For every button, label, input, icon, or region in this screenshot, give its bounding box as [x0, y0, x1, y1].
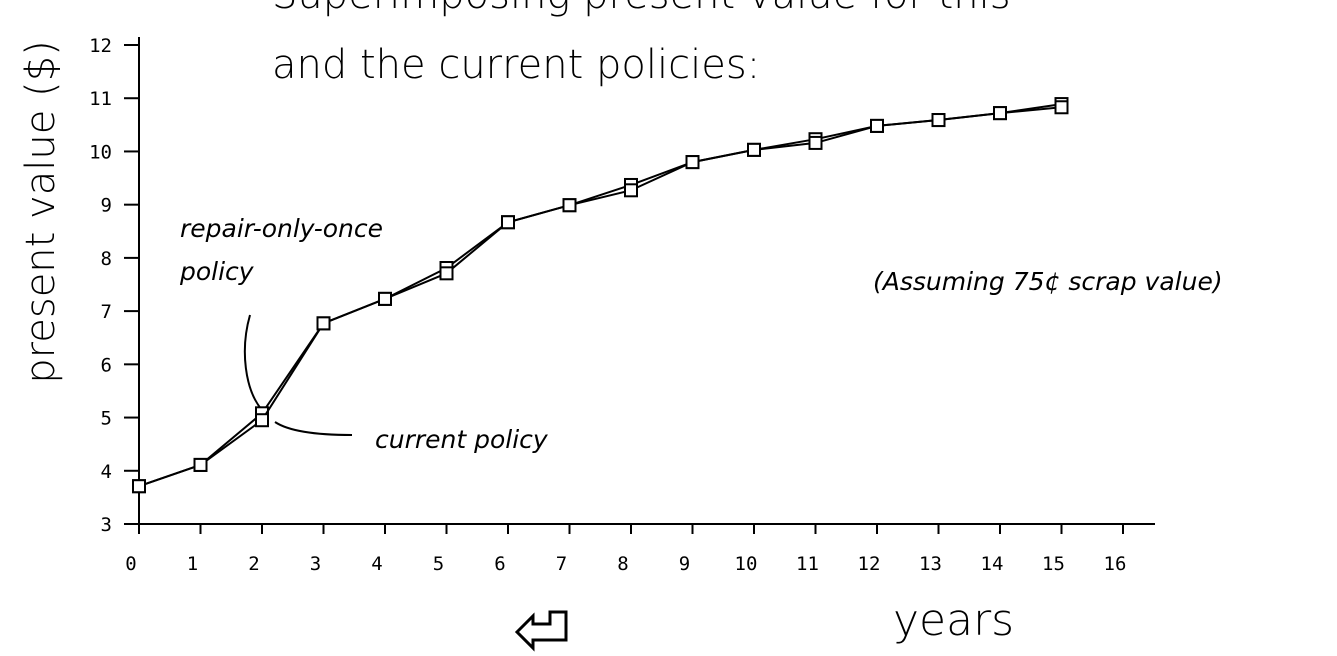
y-tick-label: 6: [101, 354, 112, 376]
x-axis-label: years: [893, 595, 1014, 646]
return-button[interactable]: [514, 610, 568, 652]
x-tick-label: 16: [1104, 553, 1127, 575]
marker: [1054, 100, 1069, 115]
x-tick-label: 8: [617, 553, 628, 575]
x-tick-label: 0: [125, 553, 136, 575]
y-tick-label: 7: [101, 301, 112, 323]
y-axis-label: present value ($): [18, 40, 64, 383]
x-tick-label: 6: [494, 553, 505, 575]
y-tick-label: 8: [101, 248, 112, 270]
x-tick-label: 14: [981, 553, 1004, 575]
x-tick-label: 7: [556, 553, 567, 575]
y-tick-label: 11: [89, 88, 112, 110]
series-line: [138, 106, 1062, 488]
marker: [501, 215, 515, 230]
x-tick-label: 3: [310, 553, 321, 575]
marker: [132, 479, 146, 494]
x-tick-label: 5: [433, 553, 444, 575]
x-tick-label: 4: [371, 553, 382, 575]
marker: [193, 457, 208, 472]
y-tick-label: 12: [89, 35, 112, 57]
series-label: repair-only-once: [180, 214, 383, 243]
x-tick-label: 12: [858, 553, 881, 575]
y-tick-label: 3: [101, 514, 112, 536]
x-tick-label: 1: [187, 553, 198, 575]
marker: [624, 183, 638, 198]
marker: [870, 118, 884, 133]
marker: [808, 135, 823, 150]
chart-title: and the current policies:: [272, 42, 760, 88]
marker: [316, 316, 331, 331]
chart-title: Superimposing present value for this: [272, 0, 1011, 18]
marker: [685, 155, 700, 170]
note: (Assuming 75¢ scrap value): [873, 267, 1223, 296]
leader-line: [274, 421, 353, 436]
series-label: policy: [179, 257, 255, 286]
marker: [378, 291, 392, 306]
y-tick-label: 9: [101, 195, 112, 217]
x-tick-label: 13: [919, 553, 942, 575]
x-tick-label: 11: [796, 553, 819, 575]
marker: [747, 142, 761, 157]
marker: [562, 198, 577, 213]
x-tick-label: 2: [248, 553, 259, 575]
x-tick-label: 9: [679, 553, 690, 575]
x-tick-label: 10: [735, 553, 758, 575]
marker: [931, 113, 946, 128]
y-tick-label: 5: [101, 408, 112, 430]
marker: [439, 266, 454, 281]
leader-line: [243, 314, 263, 411]
marker: [993, 106, 1007, 121]
series-label: current policy: [375, 425, 549, 454]
marker: [255, 413, 269, 428]
y-tick-label: 4: [101, 461, 112, 483]
y-tick-label: 10: [89, 141, 112, 163]
x-tick-label: 15: [1042, 553, 1065, 575]
